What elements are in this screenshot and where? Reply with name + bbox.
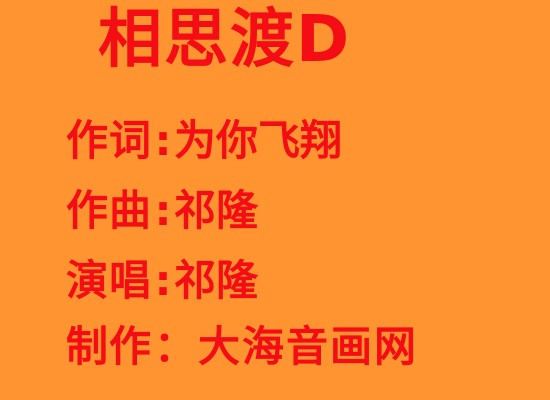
credit-value: 祁隆 bbox=[174, 256, 259, 305]
credit-label: 作曲 bbox=[66, 186, 153, 235]
credit-value: 为你飞翔 bbox=[174, 116, 343, 165]
credit-singer: 演唱:祁隆 bbox=[66, 254, 258, 308]
credit-separator: : bbox=[154, 116, 172, 165]
credit-label: 演唱 bbox=[66, 256, 153, 305]
credit-separator: : bbox=[154, 186, 172, 235]
song-title: 相思渡D bbox=[98, 3, 352, 77]
credit-value: 大海音画网 bbox=[198, 322, 419, 371]
credit-separator: : bbox=[154, 256, 172, 305]
credit-label: 制作 bbox=[66, 322, 153, 371]
credit-composer: 作曲:祁隆 bbox=[66, 184, 258, 238]
credit-lyricist: 作词:为你飞翔 bbox=[66, 114, 342, 168]
credit-producer: 制作：大海音画网 bbox=[66, 320, 418, 374]
credit-label: 作词 bbox=[66, 116, 153, 165]
credit-value: 祁隆 bbox=[174, 186, 259, 235]
credit-separator: ： bbox=[154, 322, 197, 371]
